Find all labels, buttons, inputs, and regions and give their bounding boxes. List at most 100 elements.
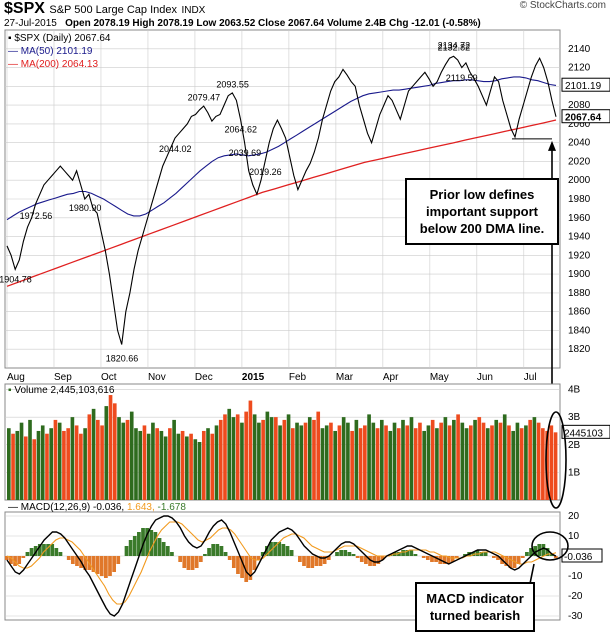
- ma200-line: [6, 119, 557, 287]
- macd-histogram-bar: [145, 528, 150, 556]
- macd-histogram-bar: [116, 556, 121, 564]
- volume-bar: [422, 430, 427, 500]
- volume-bar: [261, 419, 265, 500]
- macd-histogram-bar: [525, 552, 529, 556]
- volume-bar: [125, 419, 130, 500]
- volume-bar: [379, 419, 384, 500]
- macd-histogram-bar: [397, 552, 401, 556]
- price-tick-label: 2080: [568, 100, 591, 111]
- volume-bar: [231, 417, 236, 500]
- volume-bar: [447, 425, 452, 500]
- volume-bar: [439, 422, 443, 500]
- x-tick-label: Apr: [383, 372, 399, 383]
- ohlc-text: Open 2078.19 High 2078.19 Low 2063.52 Cl…: [65, 18, 481, 29]
- macd-histogram-bar: [454, 556, 459, 558]
- macd-histogram-bar: [446, 556, 451, 564]
- volume-bar: [201, 430, 206, 500]
- volume-bar: [494, 419, 499, 500]
- volume-bar: [426, 425, 431, 500]
- macd-histogram-bar: [496, 556, 500, 560]
- volume-bar: [155, 428, 159, 500]
- x-tick-label: 2015: [242, 372, 265, 383]
- macd-histogram-bar: [508, 556, 513, 568]
- volume-bar: [193, 439, 198, 500]
- macd-histogram-bar: [368, 556, 372, 566]
- macd-histogram-bar: [442, 556, 447, 564]
- macd-histogram-bar: [471, 552, 476, 556]
- x-tick-label: Nov: [148, 372, 166, 383]
- volume-bar: [295, 422, 299, 500]
- volume-bar: [435, 428, 439, 500]
- volume-bar: [138, 430, 143, 500]
- volume-bar: [134, 428, 138, 500]
- volume-bar: [274, 417, 278, 500]
- volume-bar: [456, 414, 460, 500]
- macd-tick-label: 10: [568, 531, 580, 542]
- macd-histogram-bar: [182, 556, 187, 568]
- macd-histogram-bar: [277, 542, 282, 556]
- macd-histogram-bar: [83, 556, 88, 570]
- price-tick-label: 1900: [568, 269, 591, 280]
- volume-bar: [206, 428, 210, 500]
- volume-bar: [87, 414, 92, 500]
- support-callout: Prior low defines important support belo…: [405, 178, 559, 245]
- macd-histogram-bar: [260, 552, 265, 556]
- volume-bar: [142, 425, 147, 500]
- volume-bar: [549, 425, 554, 500]
- macd-histogram-bar: [430, 556, 434, 562]
- macd-histogram-bar: [66, 556, 71, 560]
- macd-histogram-bar: [161, 542, 166, 556]
- volume-bar: [121, 422, 126, 500]
- price-tick-label: 1820: [568, 344, 591, 355]
- volume-bar: [307, 417, 312, 500]
- price-tick-label: 1940: [568, 232, 591, 243]
- macd-histogram-bar: [492, 556, 496, 558]
- volume-bar: [112, 403, 117, 500]
- macd-histogram-bar: [298, 556, 302, 562]
- macd-histogram-bar: [289, 550, 294, 556]
- macd-histogram-bar: [91, 556, 96, 572]
- macd-histogram-bar: [157, 538, 162, 556]
- macd-tick-label: -30: [568, 611, 583, 622]
- x-tick-label: Mar: [336, 372, 354, 383]
- x-tick-label: Oct: [101, 372, 117, 383]
- volume-bar: [57, 422, 62, 500]
- macd-histogram-bar: [128, 540, 133, 556]
- price-annotation: 1820.66: [106, 354, 139, 364]
- macd-histogram-bar: [335, 552, 339, 556]
- volume-bar: [91, 408, 96, 500]
- macd-histogram-bar: [248, 556, 253, 580]
- macd-histogram-bar: [256, 556, 261, 560]
- volume-bar: [15, 430, 20, 500]
- macd-histogram-bar: [347, 552, 352, 556]
- x-tick-label: Jul: [524, 372, 537, 383]
- macd-histogram-bar: [124, 546, 129, 556]
- price-legend: ▪ $SPX (Daily) 2067.64 — MA(50) 2101.19 …: [8, 32, 111, 71]
- macd-histogram-bar: [194, 556, 199, 568]
- price-tick-label: 1880: [568, 288, 591, 299]
- macd-histogram-bar: [479, 552, 484, 556]
- volume-bar: [485, 428, 490, 500]
- volume-bar: [464, 428, 469, 500]
- arrow-head: [548, 140, 556, 151]
- volume-bar: [218, 419, 223, 500]
- macd-histogram-bar: [434, 556, 438, 562]
- price-tick-label: 1980: [568, 194, 591, 205]
- volume-bar: [396, 428, 401, 500]
- volume-bar: [303, 422, 308, 500]
- volume-bar: [104, 406, 109, 500]
- volume-tick-label: 4B: [568, 385, 581, 396]
- volume-panel: 1B 2B 3B 4B 2445103: [4, 383, 610, 509]
- price-annotation: 2093.55: [216, 79, 249, 89]
- price-tick-label: 2060: [568, 119, 591, 130]
- volume-bar: [286, 414, 291, 500]
- volume-bar: [282, 419, 287, 500]
- x-tick-label: Sep: [54, 372, 72, 383]
- macd-histogram-bar: [141, 528, 145, 556]
- header-ohlc-row: 27-Jul-2015 Open 2078.19 High 2078.19 Lo…: [4, 18, 481, 29]
- volume-bar: [265, 411, 270, 500]
- volume-bar: [49, 428, 54, 500]
- volume-bar: [108, 395, 113, 500]
- macd-histogram-bar: [281, 544, 286, 556]
- x-tick-label: Feb: [289, 372, 307, 383]
